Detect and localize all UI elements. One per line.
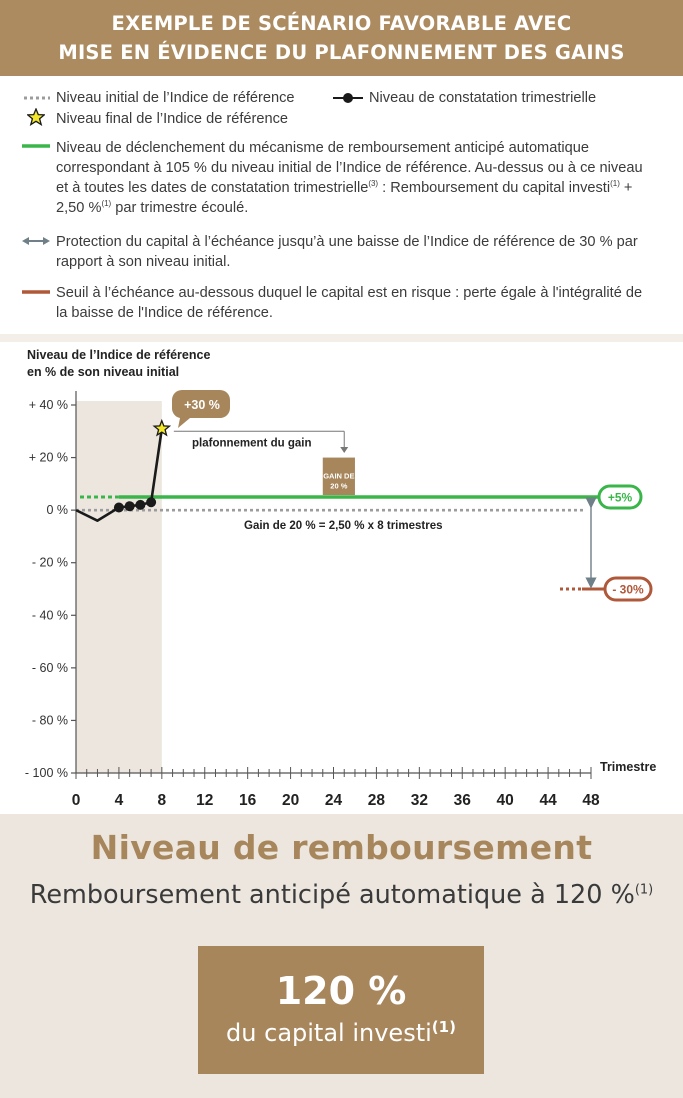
x-axis-label: Trimestre bbox=[600, 760, 656, 774]
y-tick-label: - 80 % bbox=[32, 713, 68, 727]
x-tick-label: 32 bbox=[411, 792, 428, 809]
initial-level-symbol bbox=[24, 96, 50, 100]
observation-period-shade bbox=[76, 401, 162, 773]
protection-badge bbox=[603, 576, 653, 602]
quarterly-point bbox=[135, 499, 146, 510]
x-tick-label: 12 bbox=[196, 792, 213, 809]
legend-trigger: Niveau de déclenchement du mécanisme de … bbox=[56, 140, 643, 216]
y-tick-label: - 20 % bbox=[32, 556, 68, 570]
gain-box-line-2: 20 % bbox=[330, 482, 347, 491]
x-tick-label: 44 bbox=[539, 792, 557, 809]
trigger-badge-label: +5% bbox=[608, 491, 633, 505]
x-tick-label: 0 bbox=[72, 792, 81, 809]
x-tick-label: 48 bbox=[582, 792, 600, 809]
x-tick-label: 8 bbox=[158, 792, 167, 809]
legend-threshold: Seuil à l’échéance au-dessous duquel le … bbox=[56, 285, 643, 321]
quarterly-point bbox=[113, 502, 124, 513]
header-line-1: EXEMPLE DE SCÉNARIO FAVORABLE AVEC bbox=[111, 12, 572, 35]
x-tick-label: 16 bbox=[239, 792, 257, 809]
quarterly-point bbox=[146, 497, 157, 508]
trigger-level-symbol bbox=[22, 144, 50, 148]
gain-text: Gain de 20 % = 2,50 % x 8 trimestres bbox=[244, 520, 442, 532]
gain-bubble bbox=[171, 390, 230, 428]
y-axis-label-line-1: Niveau de l’Indice de référence bbox=[27, 348, 210, 362]
y-tick-label: - 60 % bbox=[32, 661, 68, 675]
double-arrow-icon bbox=[22, 237, 50, 245]
y-axis-label-line-2: en % de son niveau initial bbox=[27, 365, 179, 379]
gain-box-line-1: GAIN DE bbox=[323, 472, 354, 481]
result-title: Niveau de remboursement bbox=[90, 828, 593, 867]
result-subtitle: Remboursement anticipé automatique à 120… bbox=[29, 880, 654, 910]
x-tick-label: 24 bbox=[325, 792, 343, 809]
cap-leader-arrowhead bbox=[340, 446, 349, 453]
result-value: 120 % bbox=[275, 969, 407, 1013]
y-tick-label: - 100 % bbox=[25, 766, 68, 780]
y-tick-label: + 40 % bbox=[29, 398, 68, 412]
final-level-star bbox=[152, 418, 172, 437]
scenario-chart: Niveau de l’Indice de référence en % de … bbox=[25, 348, 656, 809]
x-tick-label: 36 bbox=[454, 792, 472, 809]
x-tick-label: 40 bbox=[497, 792, 514, 809]
y-tick-label: 0 % bbox=[46, 503, 68, 517]
legend-final: Niveau final de l’Indice de référence bbox=[56, 111, 289, 127]
star-icon bbox=[27, 108, 45, 126]
header-line-2: MISE EN ÉVIDENCE DU PLAFONNEMENT DES GAI… bbox=[58, 41, 625, 64]
y-tick-label: + 20 % bbox=[29, 451, 68, 465]
legend-initial: Niveau initial de l’Indice de référence bbox=[56, 90, 295, 106]
legend-protection: Protection du capital à l’échéance jusqu… bbox=[56, 234, 638, 270]
page-header: EXEMPLE DE SCÉNARIO FAVORABLE AVEC MISE … bbox=[0, 0, 683, 76]
x-tick-label: 4 bbox=[115, 792, 124, 809]
result-label: du capital investi(1) bbox=[226, 1018, 456, 1047]
gain-box bbox=[322, 457, 355, 495]
x-tick-label: 20 bbox=[282, 792, 299, 809]
cap-label: plafonnement du gain bbox=[192, 437, 311, 449]
x-tick-label: 28 bbox=[368, 792, 386, 809]
y-tick-label: - 40 % bbox=[32, 608, 68, 622]
legend: Niveau initial de l’Indice de référence … bbox=[0, 76, 683, 334]
gain-bubble-label: +30 % bbox=[184, 398, 220, 412]
result-box: 120 % du capital investi(1) bbox=[198, 946, 484, 1074]
trigger-badge bbox=[597, 484, 643, 510]
quarterly-level-symbol bbox=[333, 93, 363, 103]
protection-badge-label: - 30% bbox=[612, 583, 644, 597]
chart-layer: + 40 % + 20 % 0 % - 20 % - 40 % - 60 % - 80 % -… bbox=[25, 390, 653, 809]
threshold-symbol bbox=[22, 290, 50, 294]
legend-quarterly: Niveau de constatation trimestrielle bbox=[369, 90, 597, 106]
quarterly-point bbox=[124, 501, 135, 512]
